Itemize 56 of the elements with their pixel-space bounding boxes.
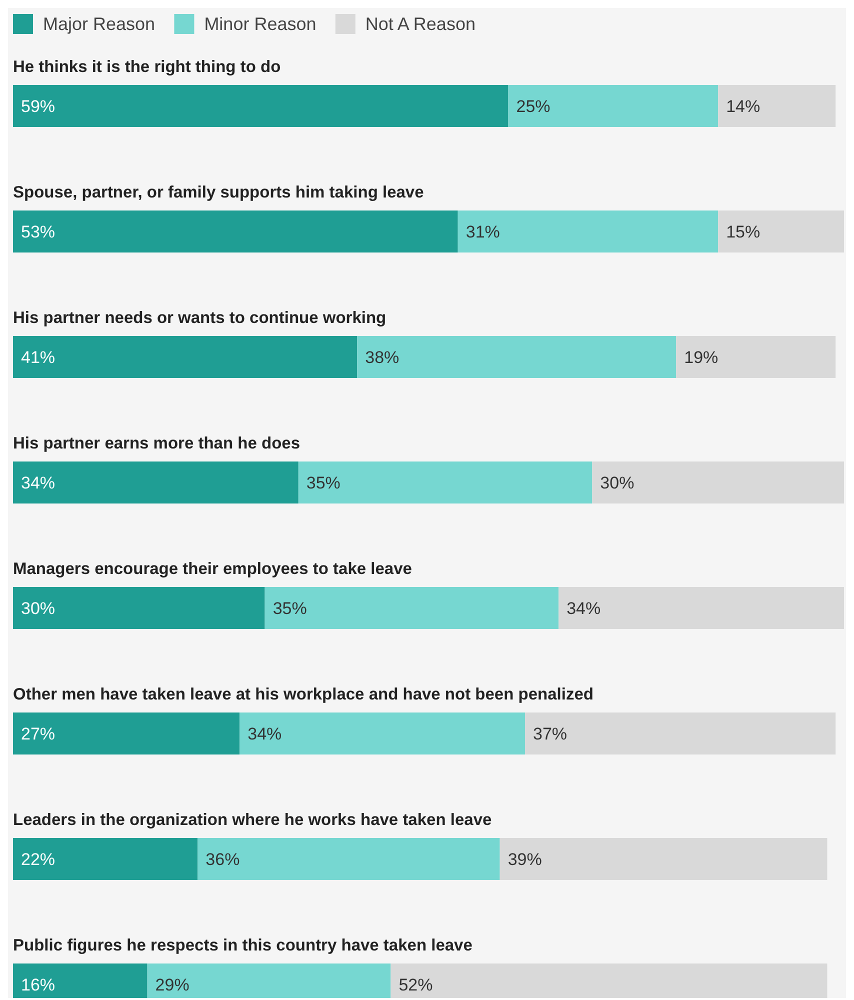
data-label: 52% xyxy=(398,976,433,994)
y-tick-label: His partner needs or wants to continue working xyxy=(13,309,386,327)
data-label: 39% xyxy=(508,850,542,869)
bar xyxy=(13,712,240,754)
data-label: 37% xyxy=(533,724,568,744)
data-label: 16% xyxy=(21,976,56,994)
bar xyxy=(13,838,198,880)
data-label: 35% xyxy=(272,599,307,618)
bar xyxy=(357,336,676,378)
data-label: 38% xyxy=(365,348,400,367)
data-label: 59% xyxy=(21,97,56,116)
bar xyxy=(13,462,298,504)
bar xyxy=(718,210,844,252)
legend-label: Not A Reason xyxy=(365,14,476,34)
bar xyxy=(13,587,265,629)
data-label: 31% xyxy=(466,222,500,242)
legend-label: Minor Reason xyxy=(204,14,316,34)
bar xyxy=(508,85,718,127)
bar xyxy=(13,336,358,378)
bar xyxy=(13,210,458,252)
data-label: 27% xyxy=(21,724,56,744)
bar xyxy=(264,587,559,629)
bar xyxy=(676,336,836,378)
data-label: 41% xyxy=(21,348,56,367)
bar xyxy=(13,85,508,127)
data-label: 25% xyxy=(516,97,550,116)
bar xyxy=(458,210,718,252)
data-label: 36% xyxy=(206,850,240,869)
data-label: 22% xyxy=(21,850,56,869)
data-label: 34% xyxy=(248,724,282,744)
data-label: 30% xyxy=(21,599,56,618)
data-label: 53% xyxy=(21,222,56,242)
bar xyxy=(298,462,592,504)
y-tick-label: Managers encourage their employees to take leave xyxy=(13,560,412,578)
data-label: 15% xyxy=(726,222,760,242)
y-tick-label: His partner earns more than he does xyxy=(13,434,300,452)
y-tick-label: Public figures he respects in this country have taken leave xyxy=(13,936,472,954)
data-label: 29% xyxy=(155,976,190,994)
data-label: 35% xyxy=(306,474,340,492)
data-label: 19% xyxy=(684,348,718,367)
y-tick-label: Leaders in the organization where he works have taken leave xyxy=(13,811,492,829)
data-label: 30% xyxy=(600,474,634,492)
bar xyxy=(718,85,836,127)
data-label: 34% xyxy=(21,474,56,492)
bar xyxy=(240,712,526,754)
data-label: 34% xyxy=(566,599,601,618)
bar xyxy=(592,462,844,504)
data-label: 14% xyxy=(726,97,760,116)
y-tick-label: He thinks it is the right thing to do xyxy=(13,58,281,76)
y-tick-label: Spouse, partner, or family supports him taking leave xyxy=(13,184,424,202)
legend-label: Major Reason xyxy=(43,14,156,34)
bar xyxy=(558,587,844,629)
bar xyxy=(500,838,828,880)
y-tick-label: Other men have taken leave at his workplace and have not been penalized xyxy=(13,686,594,704)
bar xyxy=(198,838,500,880)
bar xyxy=(525,712,836,754)
